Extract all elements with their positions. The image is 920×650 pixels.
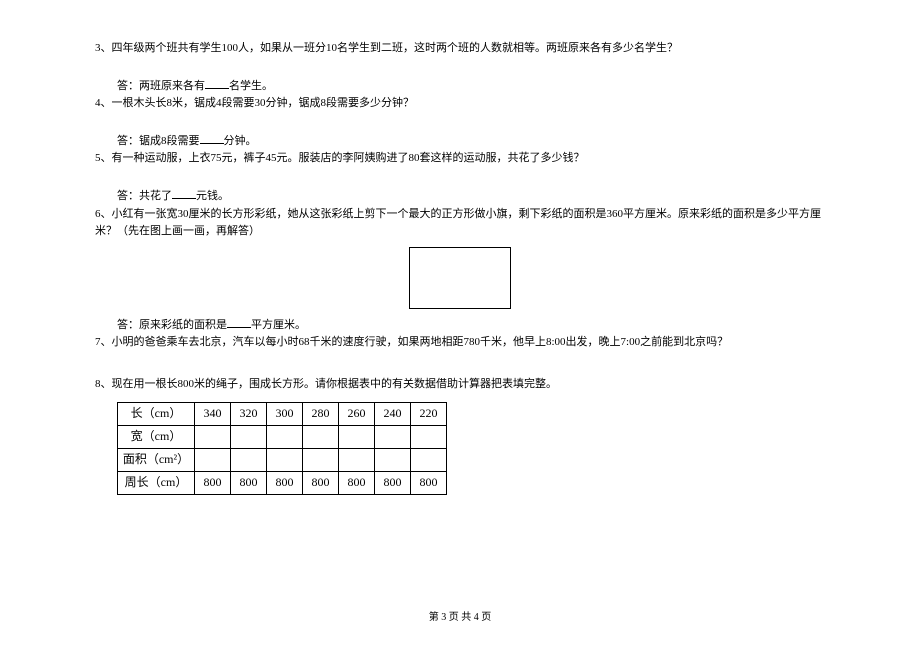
problem-6-text: 6、小红有一张宽30厘米的长方形彩纸，她从这张彩纸上剪下一个最大的正方形做小旗，… [95, 208, 821, 238]
table-row: 面积（cm²） [118, 448, 447, 471]
header-area: 面积（cm²） [118, 448, 195, 471]
cell-length-4: 260 [339, 402, 375, 425]
cell-length-5: 240 [375, 402, 411, 425]
problem-3-answer: 答：两班原来各有 名学生。 [117, 76, 825, 96]
answer-4-prefix: 答：锯成8段需要 [117, 135, 200, 147]
problem-5: 5、有一种运动服，上衣75元，裤子45元。服装店的李阿姨购进了80套这样的运动服… [95, 150, 825, 168]
cell-area-3 [303, 448, 339, 471]
cell-length-2: 300 [267, 402, 303, 425]
cell-width-1 [231, 425, 267, 448]
footer-text: 第 3 页 共 4 页 [429, 612, 492, 623]
problem-5-answer: 答：共花了 元钱。 [117, 186, 825, 206]
cell-width-5 [375, 425, 411, 448]
cell-area-4 [339, 448, 375, 471]
cell-area-0 [195, 448, 231, 471]
header-perimeter: 周长（cm） [118, 471, 195, 494]
cell-perimeter-6: 800 [411, 471, 447, 494]
answer-6-prefix: 答：原来彩纸的面积是 [117, 319, 227, 331]
table-row: 宽（cm） [118, 425, 447, 448]
table-row: 周长（cm） 800 800 800 800 800 800 800 [118, 471, 447, 494]
page-content: 3、四年级两个班共有学生100人，如果从一班分10名学生到二班，这时两个班的人数… [0, 0, 920, 495]
cell-length-3: 280 [303, 402, 339, 425]
problem-6-figure [409, 247, 511, 309]
answer-6-suffix: 平方厘米。 [251, 319, 306, 331]
answer-5-blank [172, 186, 196, 199]
cell-width-3 [303, 425, 339, 448]
cell-perimeter-3: 800 [303, 471, 339, 494]
cell-width-2 [267, 425, 303, 448]
answer-6-blank [227, 315, 251, 328]
cell-perimeter-2: 800 [267, 471, 303, 494]
cell-width-4 [339, 425, 375, 448]
answer-4-suffix: 分钟。 [224, 135, 257, 147]
cell-width-6 [411, 425, 447, 448]
answer-5-prefix: 答：共花了 [117, 190, 172, 202]
header-length: 长（cm） [118, 402, 195, 425]
problem-4: 4、一根木头长8米，锯成4段需要30分钟，锯成8段需要多少分钟？ [95, 95, 825, 113]
page-footer: 第 3 页 共 4 页 [0, 610, 920, 626]
problem-3-text: 3、四年级两个班共有学生100人，如果从一班分10名学生到二班，这时两个班的人数… [95, 42, 678, 54]
cell-length-1: 320 [231, 402, 267, 425]
cell-area-2 [267, 448, 303, 471]
problem-4-answer: 答：锯成8段需要 分钟。 [117, 131, 825, 151]
answer-3-prefix: 答：两班原来各有 [117, 80, 205, 92]
answer-3-suffix: 名学生。 [229, 80, 273, 92]
problem-7-text: 7、小明的爸爸乘车去北京，汽车以每小时68千米的速度行驶，如果两地相距780千米… [95, 336, 728, 348]
answer-3-blank [205, 76, 229, 89]
cell-area-5 [375, 448, 411, 471]
answer-5-suffix: 元钱。 [196, 190, 229, 202]
data-table: 长（cm） 340 320 300 280 260 240 220 宽（cm） … [117, 402, 447, 495]
problem-6: 6、小红有一张宽30厘米的长方形彩纸，她从这张彩纸上剪下一个最大的正方形做小旗，… [95, 206, 825, 241]
cell-perimeter-5: 800 [375, 471, 411, 494]
cell-area-6 [411, 448, 447, 471]
cell-length-6: 220 [411, 402, 447, 425]
cell-width-0 [195, 425, 231, 448]
cell-perimeter-1: 800 [231, 471, 267, 494]
problem-4-text: 4、一根木头长8米，锯成4段需要30分钟，锯成8段需要多少分钟？ [95, 97, 414, 109]
cell-perimeter-4: 800 [339, 471, 375, 494]
problem-3: 3、四年级两个班共有学生100人，如果从一班分10名学生到二班，这时两个班的人数… [95, 40, 825, 58]
problem-6-answer: 答：原来彩纸的面积是 平方厘米。 [117, 315, 825, 335]
answer-4-blank [200, 131, 224, 144]
cell-length-0: 340 [195, 402, 231, 425]
header-width: 宽（cm） [118, 425, 195, 448]
cell-perimeter-0: 800 [195, 471, 231, 494]
problem-5-text: 5、有一种运动服，上衣75元，裤子45元。服装店的李阿姨购进了80套这样的运动服… [95, 152, 585, 164]
table-row: 长（cm） 340 320 300 280 260 240 220 [118, 402, 447, 425]
cell-area-1 [231, 448, 267, 471]
problem-8-text: 8、现在用一根长800米的绳子，围成长方形。请你根据表中的有关数据借助计算器把表… [95, 378, 557, 390]
problem-8: 8、现在用一根长800米的绳子，围成长方形。请你根据表中的有关数据借助计算器把表… [95, 376, 825, 394]
problem-7: 7、小明的爸爸乘车去北京，汽车以每小时68千米的速度行驶，如果两地相距780千米… [95, 334, 825, 352]
